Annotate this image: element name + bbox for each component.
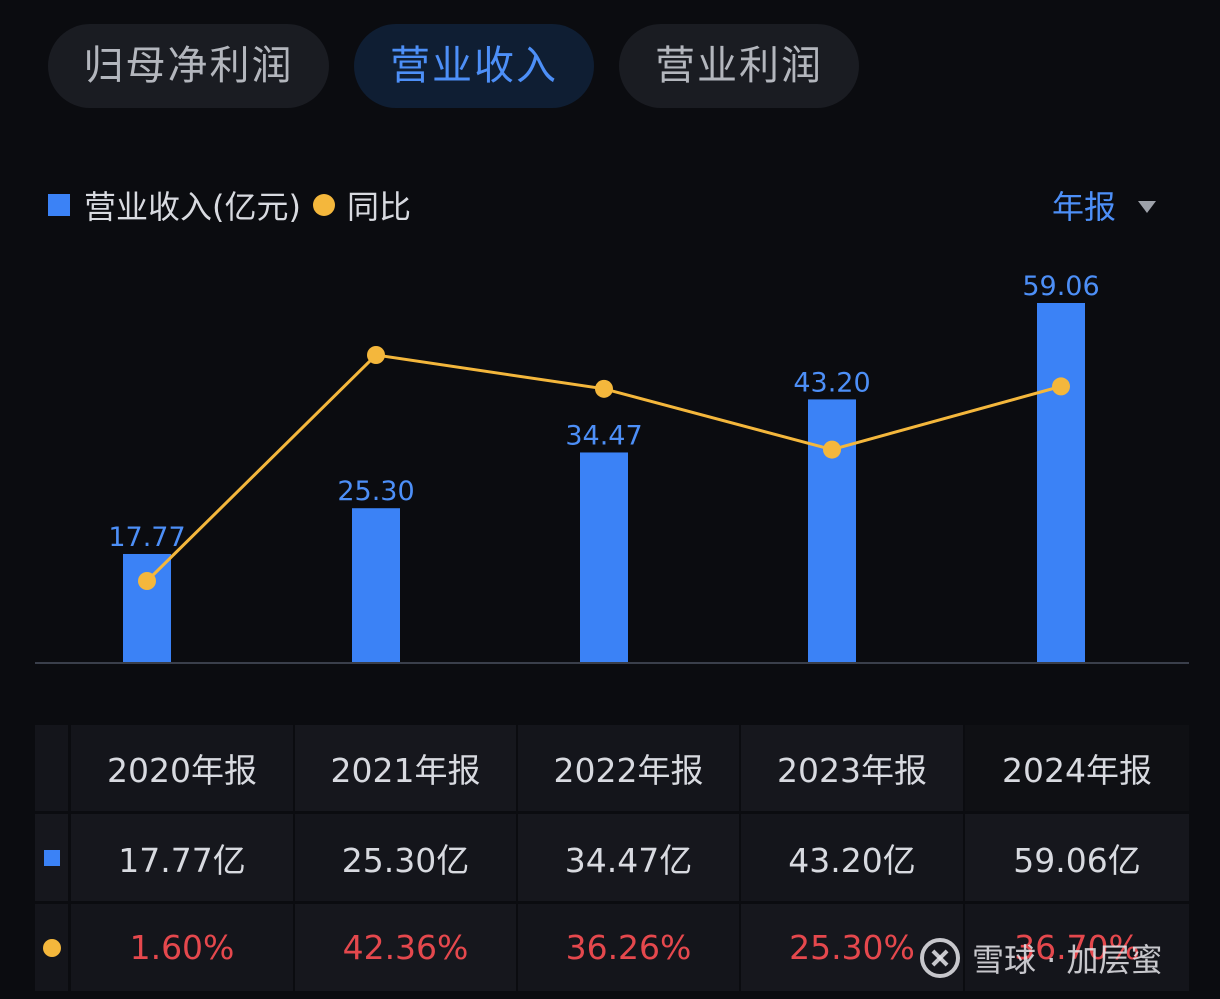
- bar-value-label-2: 34.47: [565, 420, 642, 451]
- header-cell: 2024年报: [965, 725, 1189, 811]
- snowball-logo-icon: [920, 938, 960, 978]
- growth-cell: 36.26%: [518, 904, 739, 991]
- revenue-cell: 59.06亿: [965, 814, 1189, 901]
- header-cell: 2021年报: [295, 725, 516, 811]
- period-selector[interactable]: 年报: [1052, 183, 1157, 227]
- header-cell: 2020年报: [71, 725, 293, 811]
- growth-point-3: [823, 440, 841, 459]
- line-legend-label: 同比: [346, 188, 411, 226]
- row-marker-2: [35, 904, 68, 991]
- growth-point-1: [367, 346, 385, 364]
- watermark: 雪球 · 加层蜜: [920, 930, 1163, 986]
- growth-point-4: [1052, 377, 1070, 396]
- tab-revenue[interactable]: 营业收入: [354, 24, 594, 108]
- revenue-cell: 25.30亿: [295, 814, 516, 901]
- revenue-marker-icon: [43, 849, 60, 866]
- bar-2: [580, 452, 628, 662]
- bar-value-label-3: 43.20: [793, 367, 870, 398]
- bar-0: [123, 553, 171, 662]
- tab-net-profit[interactable]: 归母净利润: [48, 24, 329, 108]
- bar-value-label-4: 59.06: [1022, 271, 1099, 302]
- growth-cell: 1.60%: [71, 904, 293, 991]
- growth-cell: 36.70%: [965, 904, 1189, 991]
- bar-1: [352, 508, 400, 662]
- row-marker-0: [35, 725, 68, 811]
- caret-down-icon: [1138, 201, 1157, 213]
- bar-value-label-1: 25.30: [337, 476, 414, 507]
- data-table: 2020年报 2021年报 2022年报 2023年报 2024年报 17.77亿 25.3…: [35, 725, 1189, 991]
- growth-point-0: [138, 572, 156, 590]
- revenue-cell: 17.77亿: [71, 814, 293, 901]
- bar-value-label-0: 17.77: [108, 522, 185, 553]
- bar-legend-label: 营业收入(亿元): [84, 188, 301, 226]
- bar-legend-swatch: [48, 194, 70, 216]
- growth-cell: 42.36%: [295, 904, 516, 991]
- period-selector-label: 年报: [1052, 188, 1117, 226]
- bar-4: [1037, 303, 1085, 662]
- growth-marker-icon: [42, 938, 61, 957]
- revenue-cell: 43.20亿: [741, 814, 963, 901]
- line-legend-swatch: [312, 194, 335, 216]
- revenue-cell: 34.47亿: [518, 814, 739, 901]
- header-cell: 2023年报: [741, 725, 963, 811]
- row-marker-1: [35, 814, 68, 901]
- bar-3: [808, 399, 856, 662]
- chart-legend: 营业收入(亿元) 同比: [48, 183, 411, 227]
- tab-operating-profit[interactable]: 营业利润: [619, 24, 859, 108]
- growth-point-2: [595, 379, 613, 398]
- watermark-text: 雪球 · 加层蜜: [972, 941, 1163, 979]
- revenue-chart: 17.77 25.30 34.47 43.20 59.06: [35, 271, 1189, 664]
- header-cell: 2022年报: [518, 725, 739, 811]
